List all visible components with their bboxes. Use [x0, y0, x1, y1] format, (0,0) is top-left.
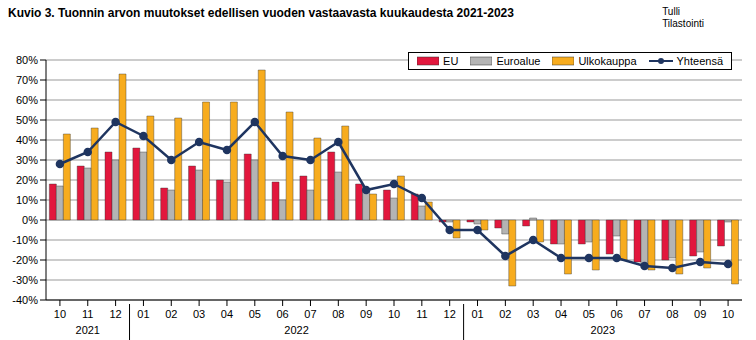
svg-text:06: 06	[611, 308, 623, 320]
svg-text:10: 10	[388, 308, 400, 320]
svg-text:-40%: -40%	[12, 294, 38, 306]
svg-text:20%: 20%	[16, 174, 38, 186]
svg-text:09: 09	[694, 308, 706, 320]
svg-text:-20%: -20%	[12, 254, 38, 266]
svg-text:04: 04	[555, 308, 567, 320]
svg-text:10%: 10%	[16, 194, 38, 206]
svg-text:08: 08	[332, 308, 344, 320]
svg-text:12: 12	[444, 308, 456, 320]
svg-text:10: 10	[722, 308, 734, 320]
svg-text:10: 10	[54, 308, 66, 320]
svg-text:07: 07	[638, 308, 650, 320]
svg-text:2023: 2023	[591, 324, 615, 336]
svg-text:02: 02	[499, 308, 511, 320]
svg-text:05: 05	[249, 308, 261, 320]
svg-text:50%: 50%	[16, 114, 38, 126]
svg-text:40%: 40%	[16, 134, 38, 146]
svg-text:-30%: -30%	[12, 274, 38, 286]
svg-text:05: 05	[583, 308, 595, 320]
svg-text:01: 01	[471, 308, 483, 320]
svg-text:60%: 60%	[16, 94, 38, 106]
svg-text:08: 08	[666, 308, 678, 320]
svg-text:09: 09	[360, 308, 372, 320]
html-text:Kuvio 3. Tuonnin arvon muutoks: Kuvio 3. Tuonnin arvon muutokset edellis…	[8, 6, 514, 20]
svg-text:30%: 30%	[16, 154, 38, 166]
html-text:Tilastointi: Tilastointi	[662, 18, 704, 29]
svg-text:80%: 80%	[16, 54, 38, 66]
svg-text:70%: 70%	[16, 74, 38, 86]
html-text:Euroalue: Euroalue	[496, 55, 541, 67]
svg-text:2021: 2021	[76, 324, 100, 336]
svg-text:12: 12	[109, 308, 121, 320]
svg-text:2022: 2022	[284, 324, 308, 336]
svg-text:11: 11	[416, 308, 427, 320]
html-text:EU: EU	[443, 55, 459, 67]
html-text:Yhteensä: Yhteensä	[676, 55, 723, 67]
svg-text:01: 01	[137, 308, 149, 320]
svg-text:04: 04	[221, 308, 233, 320]
svg-text:07: 07	[304, 308, 316, 320]
svg-text:03: 03	[527, 308, 539, 320]
html-text:Ulkokauppa: Ulkokauppa	[578, 55, 637, 67]
svg-text:02: 02	[165, 308, 177, 320]
svg-text:03: 03	[193, 308, 205, 320]
html-text:Tulli: Tulli	[662, 6, 681, 17]
svg-text:06: 06	[277, 308, 289, 320]
svg-text:11: 11	[82, 308, 93, 320]
svg-text:-10%: -10%	[12, 234, 38, 246]
svg-text:0%: 0%	[22, 214, 38, 226]
